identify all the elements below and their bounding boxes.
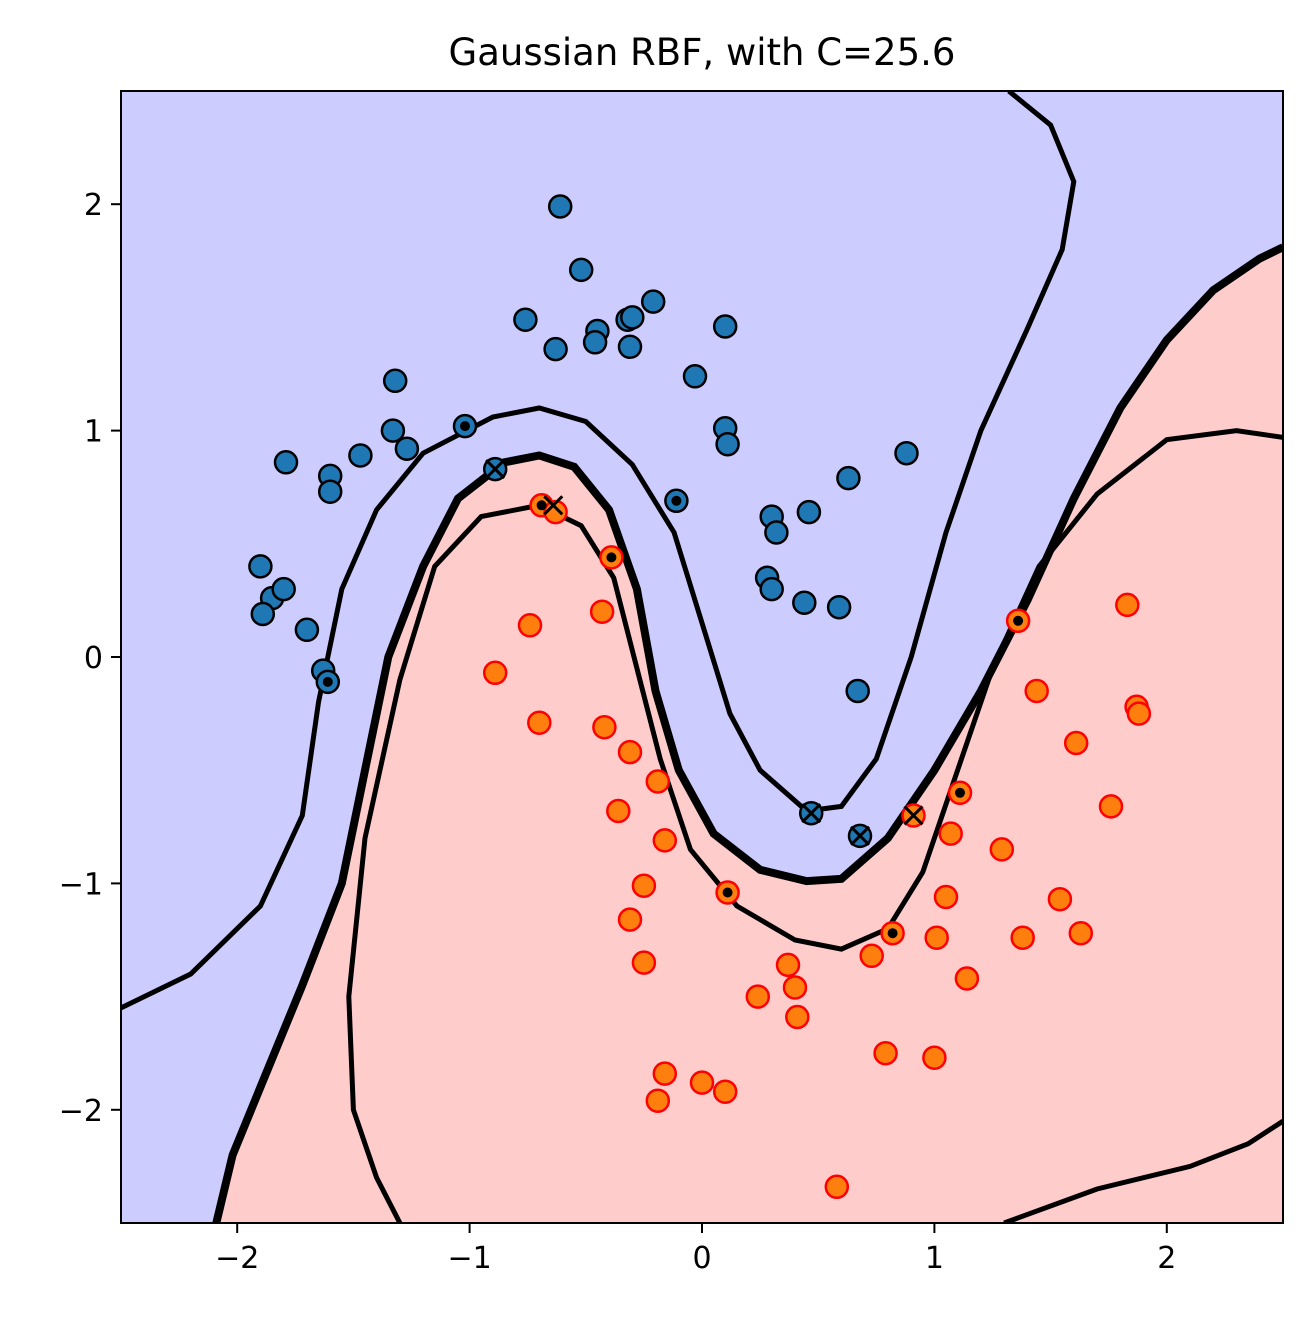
support-vector-x-3 <box>543 495 564 516</box>
x-tick-label-4: 2 <box>1157 1241 1176 1276</box>
point-class1-22 <box>689 1070 715 1095</box>
support-vector-x-1 <box>801 803 822 824</box>
point-class1-3 <box>589 599 615 624</box>
point-class1-38 <box>1068 920 1094 946</box>
support-vector-dot-6 <box>887 928 898 939</box>
point-class1-14 <box>631 950 657 975</box>
point-class1-41 <box>1063 730 1089 756</box>
y-tick-label-3: 1 <box>84 415 103 450</box>
decision-boundary-line <box>212 243 1283 1223</box>
point-class0-8 <box>617 334 643 360</box>
point-class0-40 <box>845 678 870 704</box>
point-class1-35 <box>989 837 1015 862</box>
point-class1-37 <box>1047 886 1073 912</box>
point-class0-5 <box>620 305 645 330</box>
support-vector-dot-3 <box>536 500 547 511</box>
x-tick-label-0: −2 <box>215 1241 259 1276</box>
point-class1-5 <box>482 660 508 686</box>
point-class0-37 <box>294 617 320 643</box>
class1-region <box>216 247 1283 1223</box>
point-class1-24 <box>824 1174 850 1200</box>
support-vector-dot-4 <box>606 552 617 563</box>
point-class1-29 <box>924 925 949 950</box>
point-class1-31 <box>933 884 959 910</box>
x-tick-label-3: 1 <box>925 1241 944 1276</box>
point-class1-7 <box>592 714 617 740</box>
support-vector-x-4 <box>903 805 924 826</box>
point-class1-18 <box>745 984 771 1009</box>
point-class0-9 <box>543 336 568 362</box>
support-vector-dot-0 <box>460 421 470 432</box>
point-class1-20 <box>652 1061 678 1086</box>
point-class0-7 <box>582 330 608 355</box>
point-class1-6 <box>527 710 552 735</box>
y-tick-label-2: 0 <box>84 641 103 676</box>
support-vector-dot-1 <box>671 495 682 506</box>
point-class1-21 <box>645 1088 671 1113</box>
point-class0-1 <box>568 257 594 283</box>
support-vector-dot-7 <box>955 787 965 798</box>
point-class1-32 <box>938 821 963 846</box>
point-class1-10 <box>606 798 631 824</box>
point-class1-8 <box>617 739 643 765</box>
x-tick-label-2: 0 <box>692 1241 711 1276</box>
support-vector-x-2 <box>849 825 871 846</box>
point-class0-33 <box>248 554 273 579</box>
y-tick-label-4: 2 <box>84 188 103 223</box>
point-class0-11 <box>682 364 708 389</box>
point-class0-0 <box>547 194 573 219</box>
point-class0-35 <box>271 576 296 602</box>
point-class0-15 <box>348 443 373 468</box>
point-class0-24 <box>894 440 919 466</box>
point-class1-43 <box>1115 592 1140 618</box>
point-class0-26 <box>796 499 822 525</box>
point-class0-28 <box>764 520 789 545</box>
point-class0-16 <box>273 450 299 475</box>
point-class0-31 <box>792 590 817 615</box>
point-class0-36 <box>250 601 276 627</box>
point-class0-21 <box>715 431 740 457</box>
support-vector-dot-5 <box>722 887 733 898</box>
point-class1-23 <box>712 1079 738 1104</box>
support-vector-x-0 <box>485 459 506 480</box>
point-class1-27 <box>859 943 884 969</box>
point-class1-12 <box>631 873 657 898</box>
margin-line-lower-corner <box>1003 1119 1283 1223</box>
point-class1-26 <box>922 1045 947 1070</box>
point-class1-4 <box>517 613 543 638</box>
point-class1-40 <box>1024 678 1049 704</box>
point-class0-3 <box>640 289 666 314</box>
axes: −2 −1 0 1 2 −2 −1 0 1 2 <box>59 188 1177 1276</box>
point-class0-32 <box>826 594 852 620</box>
point-class1-16 <box>775 952 801 978</box>
point-class0-30 <box>759 576 784 602</box>
point-class1-45 <box>1126 701 1152 726</box>
point-class1-42 <box>1098 794 1124 819</box>
point-class0-12 <box>382 368 408 394</box>
point-class0-18 <box>317 479 343 504</box>
point-class1-11 <box>652 828 678 853</box>
point-class0-10 <box>712 314 738 339</box>
x-tick-label-1: −1 <box>447 1241 491 1276</box>
y-tick-label-0: −2 <box>59 1094 103 1129</box>
support-vector-dot-2 <box>322 676 333 687</box>
point-class1-13 <box>617 907 643 932</box>
support-vector-dot-8 <box>1013 615 1024 626</box>
point-class1-25 <box>873 1040 898 1066</box>
point-class1-36 <box>1010 925 1035 950</box>
point-class1-30 <box>954 966 980 991</box>
chart-title: Gaussian RBF, with C=25.6 <box>449 31 956 74</box>
point-class0-2 <box>513 307 538 332</box>
point-class1-19 <box>785 1004 810 1030</box>
support-vector-markers <box>322 421 1024 939</box>
point-class0-25 <box>836 465 861 491</box>
y-tick-label-1: −1 <box>59 867 103 902</box>
point-class0-13 <box>380 418 406 443</box>
point-class1-9 <box>645 769 671 794</box>
point-class1-17 <box>782 975 808 1000</box>
point-class0-14 <box>394 436 420 461</box>
